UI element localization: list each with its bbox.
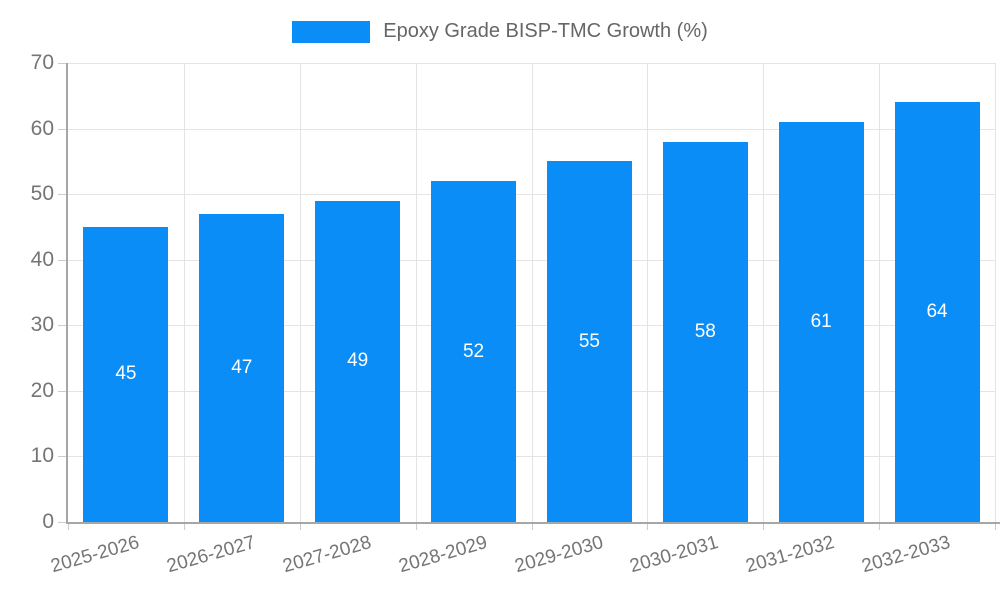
grid-line-vertical	[995, 63, 996, 522]
legend-swatch	[292, 20, 371, 43]
y-tick-label: 50	[30, 182, 54, 206]
bar	[662, 141, 748, 522]
x-tick-label: 2032-2033	[859, 532, 953, 578]
y-axis-tick	[58, 522, 66, 523]
y-tick-label: 60	[30, 116, 54, 140]
x-axis-tick	[763, 522, 765, 530]
y-axis-tick	[58, 194, 66, 196]
x-tick-label: 2029-2030	[512, 532, 606, 578]
grid-line-vertical	[763, 63, 765, 522]
x-axis-tick	[531, 522, 533, 530]
bar-value-label: 64	[926, 301, 948, 323]
bar-value-label: 49	[347, 350, 369, 372]
y-tick-label: 0	[42, 510, 54, 533]
bar	[778, 122, 864, 522]
x-axis-tick	[299, 522, 301, 530]
y-axis-line	[66, 63, 68, 522]
y-axis-tick	[58, 325, 66, 327]
x-tick-label: 2026-2027	[164, 532, 258, 578]
y-tick-label: 20	[30, 378, 54, 402]
plot-area: 0 10 20 30 40 50 60 70 45 2025-2026 47 2026-2027 49 2…	[31, 52, 1000, 577]
x-axis-tick	[995, 522, 996, 530]
y-axis-tick	[58, 456, 66, 458]
grid-line-vertical	[879, 63, 881, 522]
legend-label: Epoxy Grade BISP-TMC Growth (%)	[383, 20, 708, 42]
x-axis-tick	[647, 522, 649, 530]
bar-value-label: 61	[810, 311, 832, 332]
x-tick-label: 2027-2028	[280, 532, 374, 578]
x-tick-label: 2030-2031	[627, 532, 722, 578]
x-axis-tick	[183, 522, 185, 530]
y-tick-label: 40	[30, 247, 54, 271]
grid-line-vertical	[531, 63, 533, 522]
y-axis-tick	[58, 63, 66, 64]
x-axis-line	[66, 522, 1000, 524]
bar	[315, 200, 401, 522]
bar-value-label: 55	[578, 330, 600, 352]
grid-line-vertical	[183, 63, 185, 522]
x-tick-label: 2031-2032	[743, 532, 837, 578]
bar	[199, 213, 285, 522]
bar	[83, 226, 169, 522]
y-tick-label: 30	[30, 313, 54, 337]
x-axis-tick	[879, 522, 881, 530]
x-axis-tick	[68, 522, 69, 530]
y-tick-label: 70	[30, 51, 54, 74]
y-axis-tick	[58, 259, 66, 261]
x-axis-tick	[415, 522, 417, 530]
grid-line-vertical	[299, 63, 301, 522]
x-tick-label: 2025-2026	[48, 532, 142, 578]
y-axis-tick	[58, 390, 66, 392]
x-tick-label: 2028-2029	[396, 532, 490, 578]
y-tick-label: 10	[30, 444, 54, 468]
bar-value-label: 47	[231, 356, 253, 378]
grid-line-vertical	[647, 63, 649, 522]
y-axis-tick	[58, 128, 66, 130]
bar-value-label: 45	[115, 363, 137, 385]
bar	[546, 161, 632, 522]
bar	[894, 102, 980, 522]
grid-line-vertical	[415, 63, 417, 522]
bar-value-label: 52	[462, 340, 485, 362]
bar-value-label: 58	[694, 320, 716, 342]
bar	[431, 181, 517, 522]
legend[interactable]: Epoxy Grade BISP-TMC Growth (%)	[0, 20, 1000, 43]
